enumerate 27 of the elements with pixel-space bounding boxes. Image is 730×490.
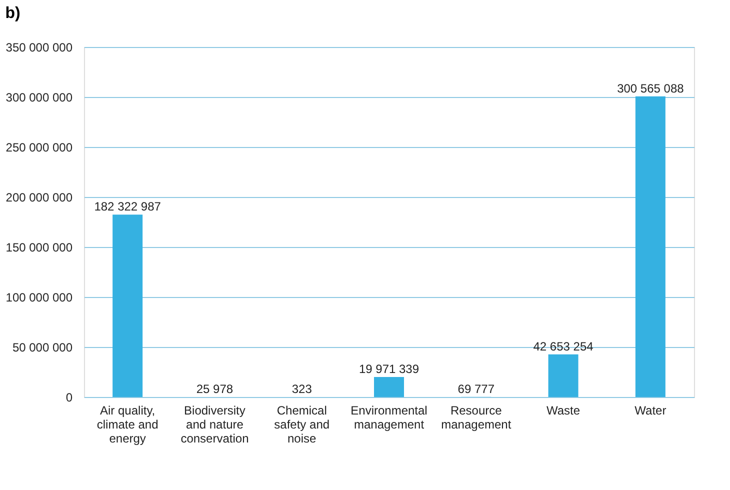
- x-tick-label: Waste: [546, 404, 580, 418]
- y-tick-label: 150 000 000: [6, 240, 73, 254]
- x-tick-label: Water: [634, 404, 666, 418]
- data-label: 69 777: [458, 382, 495, 396]
- data-label: 323: [292, 382, 312, 396]
- y-tick-label: 50 000 000: [12, 340, 73, 354]
- chart-title: b): [5, 5, 20, 22]
- data-label: 25 978: [196, 382, 234, 396]
- bar: [548, 354, 578, 397]
- x-tick-label: Air quality, climate and energy: [96, 404, 158, 446]
- bar: [112, 214, 143, 397]
- y-tick-label: 0: [66, 390, 73, 404]
- y-tick-label: 100 000 000: [6, 290, 73, 304]
- x-tick-label: Resource management: [441, 404, 512, 432]
- data-label: 182 322 987: [94, 200, 162, 214]
- y-tick-label: 200 000 000: [6, 190, 73, 204]
- y-tick-label: 250 000 000: [6, 140, 73, 154]
- data-label: 19 971 339: [358, 362, 420, 376]
- x-tick-label: Biodiversity and nature conservation: [180, 404, 249, 446]
- bar: [635, 96, 666, 397]
- x-tick-label: Environmental management: [350, 404, 428, 432]
- x-tick-label: Chemical safety and noise: [274, 404, 330, 446]
- y-tick-label: 300 000 000: [6, 90, 73, 104]
- data-label: 300 565 088: [617, 81, 684, 96]
- y-tick-label: 350 000 000: [6, 40, 73, 54]
- bar: [374, 377, 404, 397]
- data-label: 42 653 254: [533, 339, 594, 354]
